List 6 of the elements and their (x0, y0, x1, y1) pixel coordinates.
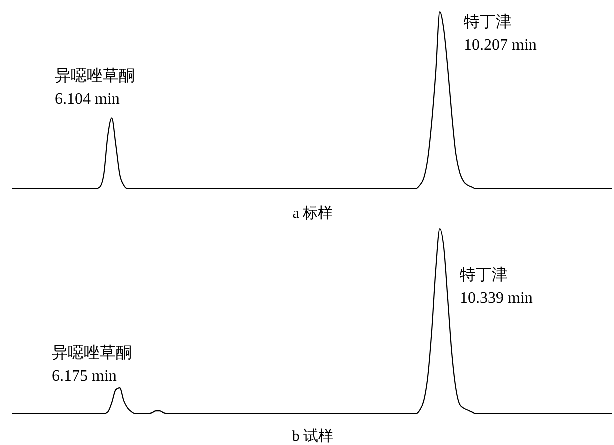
annotation: 特丁津 10.339 min (460, 266, 533, 307)
x-axis-title: b 试样 (292, 428, 334, 445)
annotation: 异噁唑草酮 6.104 min (55, 67, 135, 108)
annotation: 异噁唑草酮 6.175 min (52, 344, 132, 385)
annotation: 特丁津 10.207 min (464, 13, 537, 54)
x-axis-title: a 标样 (292, 205, 334, 222)
